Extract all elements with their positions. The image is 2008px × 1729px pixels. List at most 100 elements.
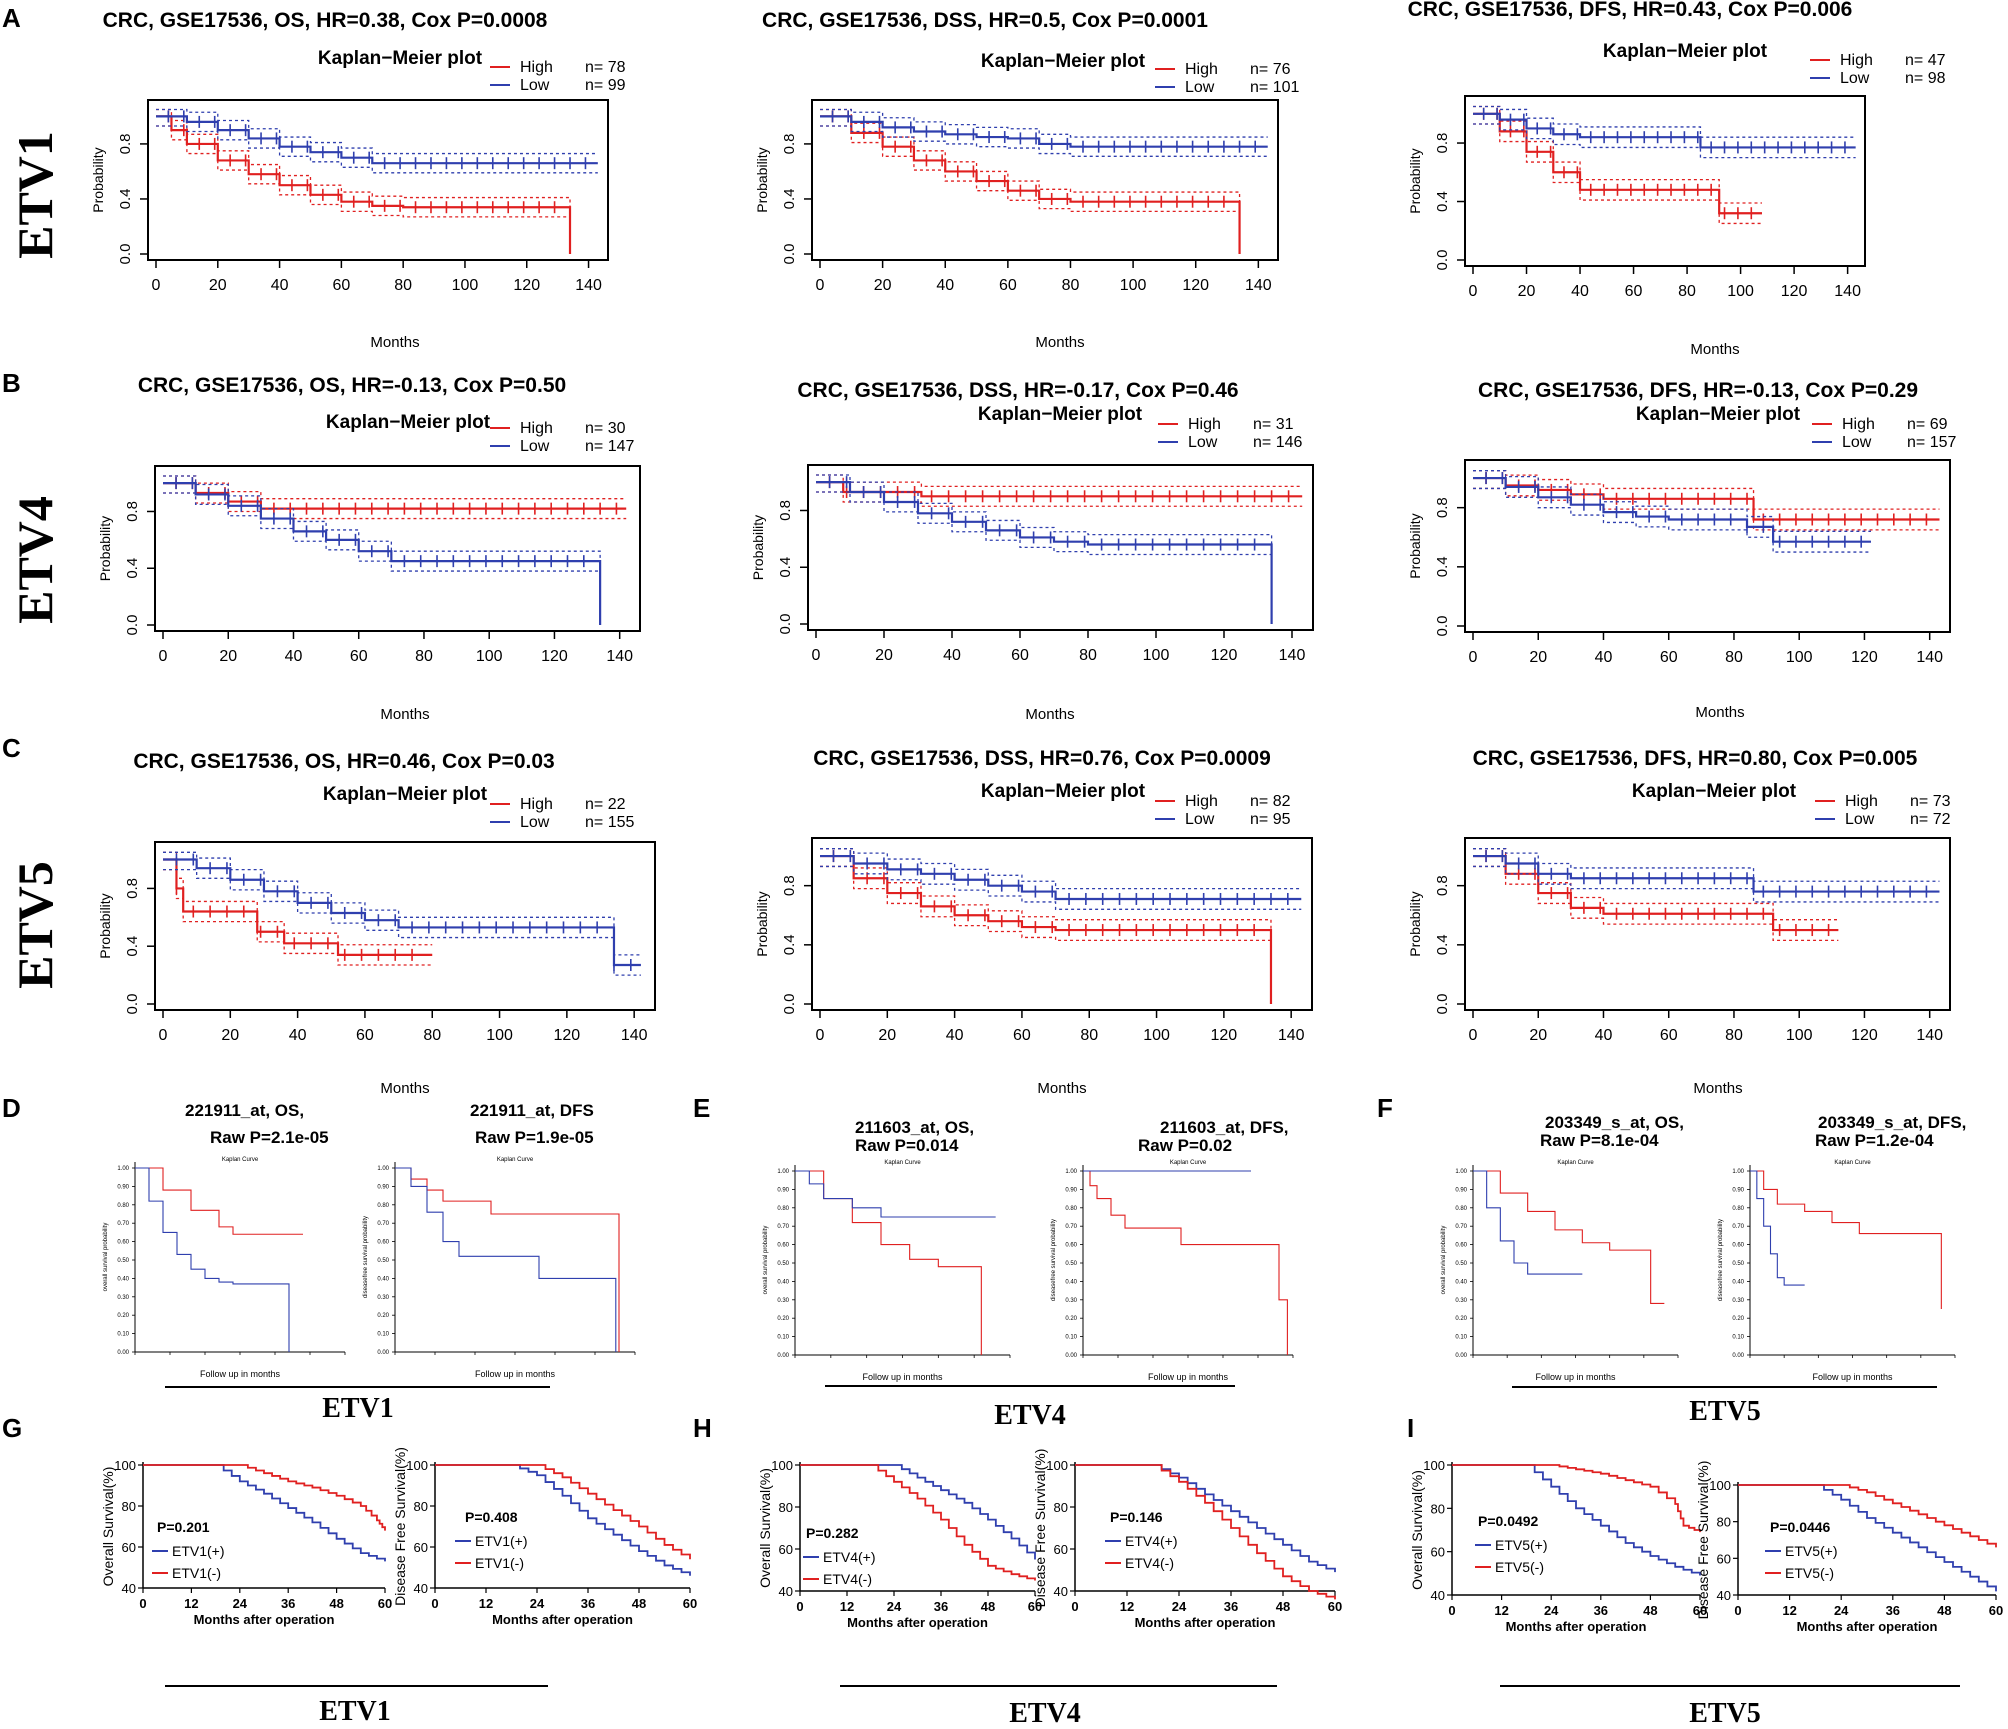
chart-title: CRC, GSE17536, DFS, HR=0.80, Cox P=0.005 [1473, 747, 1918, 770]
y-tick-label: 0.8 [1434, 497, 1451, 518]
series-line-positive [143, 1464, 386, 1562]
series-line-negative [1738, 1484, 1997, 1548]
series-line-low [135, 1167, 290, 1352]
y-tick-label: 0.80 [1455, 1206, 1467, 1212]
x-tick-label: 48 [632, 1596, 646, 1611]
y-tick-label: 0.30 [377, 1295, 389, 1301]
y-axis-label: Probability [97, 893, 113, 958]
series-line-low [1473, 1170, 1583, 1275]
x-tick-label: 120 [513, 277, 540, 294]
chart-title: CRC, GSE17536, DSS, HR=0.5, Cox P=0.0001 [762, 9, 1208, 32]
chart-title: CRC, GSE17536, DSS, HR=-0.17, Cox P=0.46 [797, 379, 1238, 402]
km-chart-b-os: CRC, GSE17536, OS, HR=-0.13, Cox P=0.50 K… [97, 374, 641, 723]
series-line-low [163, 858, 641, 967]
x-tick-label: 24 [530, 1596, 545, 1611]
x-axis-label: Months after operation [1797, 1619, 1938, 1634]
kaplan-curve-chart-e-os: 211603_at, OS,Raw P=0.014 Kaplan Curve 0.0… [763, 1118, 1011, 1382]
plot-frame [154, 841, 656, 1011]
chart-subtitle: Raw P=1.9e-05 [475, 1128, 594, 1147]
panel-letter-g: G [2, 1413, 22, 1443]
chart-subtitle: Kaplan−Meier plot [1632, 781, 1797, 802]
x-tick-label: 100 [1143, 647, 1170, 664]
legend-count-low: n= 98 [1905, 70, 1946, 87]
x-tick-label: 80 [1725, 1027, 1743, 1044]
x-tick-label: 100 [1727, 283, 1754, 300]
y-tick-label: 0.10 [1455, 1335, 1467, 1341]
legend-label-low: Low [1188, 434, 1218, 451]
series-line-high [1083, 1170, 1288, 1355]
y-tick-label: 0.10 [1065, 1335, 1077, 1341]
ci-upper-high [163, 851, 433, 946]
y-tick-label: 0.90 [117, 1184, 129, 1190]
x-tick-label: 60 [1660, 1027, 1678, 1044]
y-tick-label: 0.80 [1732, 1206, 1744, 1212]
y-tick-label: 0.4 [124, 558, 141, 579]
operation-survival-chart-g-dfs: 40 60 80 100 0 12 24 36 48 60 Months after operati… [392, 1447, 697, 1627]
legend-label: ETV4(-) [1125, 1555, 1174, 1571]
x-tick-label: 100 [1120, 277, 1147, 294]
y-tick-label: 80 [1431, 1501, 1445, 1516]
x-tick-label: 40 [1595, 1027, 1613, 1044]
x-tick-label: 60 [378, 1596, 392, 1611]
legend-count-low: n= 146 [1253, 434, 1302, 451]
y-tick-label: 1.00 [377, 1166, 389, 1172]
legend-label: ETV1(-) [172, 1565, 221, 1581]
ci-lower-low [1473, 865, 1940, 903]
legend-label-high: High [520, 796, 553, 813]
ci-lower-low [1473, 123, 1856, 159]
y-tick-label: 0.8 [1434, 875, 1451, 896]
ci-upper-low [1473, 470, 1871, 532]
y-tick-label: 0.30 [777, 1298, 789, 1304]
x-axis-label: Months after operation [1506, 1619, 1647, 1634]
panel-letter-b: B [2, 368, 21, 398]
kaplan-curve-chart-f-dfs: 203349_s_at, DFS,Raw P=1.2e-04 Kaplan Cur… [1718, 1113, 1966, 1382]
x-axis-label: Months after operation [492, 1612, 633, 1627]
y-axis-label: Disease Free Survival(%) [1695, 1461, 1711, 1620]
x-axis-label: Months [370, 334, 419, 351]
x-tick-label: 140 [1916, 649, 1943, 666]
x-tick-label: 40 [943, 647, 961, 664]
x-tick-label: 80 [1079, 647, 1097, 664]
y-tick-label: 0.00 [777, 1353, 789, 1359]
row-gene-label-etv4: ETV4 [7, 496, 63, 624]
legend-label-high: High [520, 59, 553, 76]
y-tick-label: 0.8 [781, 875, 798, 896]
x-tick-label: 12 [1120, 1599, 1134, 1614]
y-tick-label: 60 [1431, 1545, 1445, 1560]
chart-title: CRC, GSE17536, DFS, HR=0.43, Cox P=0.006 [1408, 0, 1853, 21]
panel-letter-d: D [2, 1093, 21, 1123]
y-tick-label: 0.30 [1732, 1298, 1744, 1304]
group-gene-label-d: ETV1 [322, 1393, 394, 1424]
chart-subtitle: Raw P=2.1e-05 [210, 1128, 329, 1147]
x-axis-label: Months [1690, 341, 1739, 358]
y-tick-label: 0.4 [124, 936, 141, 957]
y-tick-label: 0.0 [781, 994, 798, 1015]
x-tick-label: 60 [1625, 283, 1643, 300]
ci-upper-low [1473, 848, 1940, 882]
x-tick-label: 20 [875, 647, 893, 664]
series-line-low [156, 115, 598, 165]
x-axis-label: Follow up in months [200, 1369, 281, 1379]
series-line-negative [800, 1464, 1036, 1581]
legend-count-high: n= 47 [1905, 52, 1946, 69]
x-tick-label: 12 [840, 1599, 854, 1614]
x-tick-label: 12 [479, 1596, 493, 1611]
chart-subtitle: Kaplan−Meier plot [326, 412, 491, 433]
y-tick-label: 0.8 [117, 133, 134, 154]
panel-letter-f: F [1377, 1093, 1393, 1123]
km-chart-a-dss: CRC, GSE17536, DSS, HR=0.5, Cox P=0.0001… [754, 9, 1299, 351]
x-tick-label: 140 [1245, 277, 1272, 294]
y-tick-label: 0.0 [781, 244, 798, 265]
chart-title: 211603_at, OS, [855, 1118, 974, 1137]
legend-count-high: n= 73 [1910, 793, 1951, 810]
p-value-label: P=0.0492 [1478, 1513, 1539, 1529]
y-tick-label: 0.10 [777, 1335, 789, 1341]
series-line-negative [1452, 1464, 1701, 1533]
series-line-low [820, 854, 1302, 901]
kaplan-curve-chart-f-os: 203349_s_at, OS,Raw P=8.1e-04 Kaplan Curv… [1441, 1113, 1684, 1382]
y-tick-label: 0.4 [781, 189, 798, 210]
y-tick-label: 0.60 [377, 1240, 389, 1246]
legend-label-low: Low [1842, 434, 1872, 451]
y-tick-label: 0.0 [1434, 616, 1451, 637]
ci-lower-low [816, 491, 1273, 624]
